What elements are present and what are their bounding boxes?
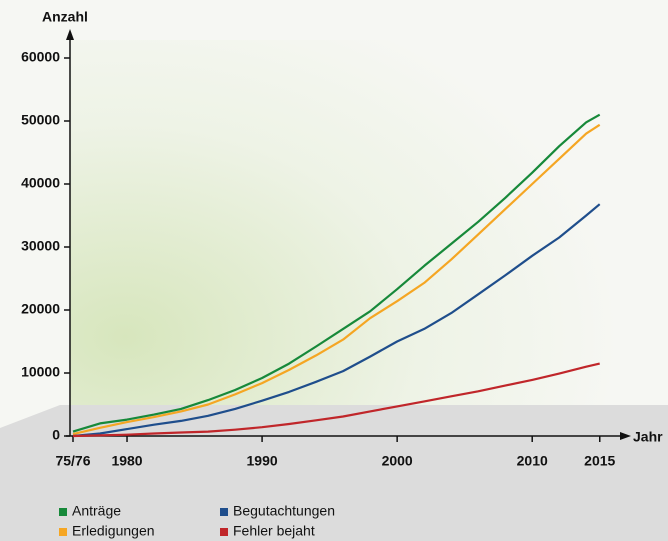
- plot-background: [70, 40, 618, 436]
- data-line: [72, 362, 600, 438]
- y-tick-label: 10000: [21, 364, 60, 380]
- y-tick-label: 50000: [21, 112, 60, 128]
- x-tick-label: 75/76: [55, 453, 90, 469]
- legend-swatch: [59, 508, 67, 516]
- y-tick-label: 60000: [21, 49, 60, 65]
- legend-swatch: [220, 508, 228, 516]
- y-tick-label: 30000: [21, 238, 60, 254]
- footer-band: [0, 405, 668, 541]
- legend-swatch: [59, 528, 67, 536]
- data-line: [72, 113, 601, 433]
- y-tick-label: 40000: [21, 175, 60, 191]
- legend-label: Anträge: [72, 503, 121, 519]
- x-tick-label: 2010: [517, 453, 548, 469]
- data-line: [72, 203, 601, 438]
- y-tick-label: 0: [52, 427, 60, 443]
- data-line: [72, 123, 601, 436]
- legend-label: Fehler bejaht: [233, 523, 315, 539]
- legend-swatch: [220, 528, 228, 536]
- x-tick-label: 1980: [111, 453, 142, 469]
- x-tick-label: 2015: [584, 453, 615, 469]
- y-axis-label: Anzahl: [42, 9, 88, 25]
- x-tick-label: 2000: [382, 453, 413, 469]
- x-axis-arrow: [620, 432, 631, 440]
- x-tick-label: 1990: [247, 453, 278, 469]
- legend-label: Erledigungen: [72, 523, 155, 539]
- y-tick-label: 20000: [21, 301, 60, 317]
- legend-label: Begutachtungen: [233, 503, 335, 519]
- x-axis-label: Jahr: [633, 429, 663, 445]
- y-axis-arrow: [66, 29, 74, 40]
